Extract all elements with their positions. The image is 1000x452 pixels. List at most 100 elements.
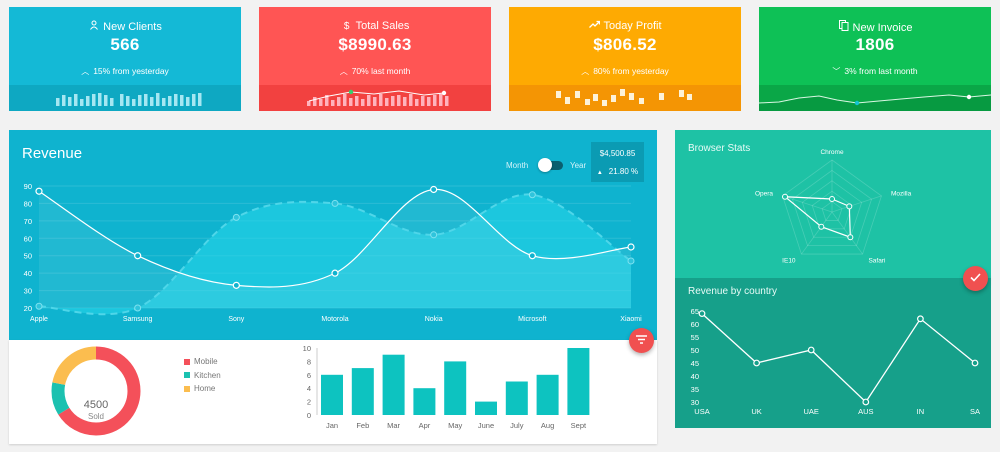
spark-bar: [427, 97, 431, 106]
sales-breakdown-panel: 0 2 4 6 8 10 Jan Feb Mar Apr May June July Aug Sept: [9, 340, 657, 444]
data-point-dashed: [35, 302, 43, 310]
y-tick-label: 45: [691, 359, 699, 368]
y-tick-label: 0: [307, 411, 311, 420]
stat-title-row: $ Total Sales: [259, 20, 491, 32]
bar: [321, 374, 343, 415]
spark-bar: [138, 95, 142, 106]
stat-title: New Clients: [103, 21, 162, 33]
radar-axis: [831, 195, 882, 213]
revenue-change: 21.80 %: [608, 167, 639, 176]
x-tick-label: Motorola: [321, 316, 348, 323]
radar-axis-label: Safari: [868, 258, 885, 265]
spark-bar: [361, 99, 365, 106]
spark-bar: [80, 99, 84, 106]
revenue-panel: 20 30 40 50 60 70 80 90 Apple Samsung Sony Motorola…: [9, 130, 657, 340]
stat-title-row: New Clients: [9, 20, 241, 33]
spark-block: [620, 89, 625, 96]
donut-slice: [51, 346, 141, 436]
revenue-by-country-chart: 30 35 40 45 50 55 60 65 USA UK UAE AUS IN SA: [691, 307, 980, 416]
data-point-dashed: [627, 257, 635, 265]
spark-bar: [68, 97, 72, 106]
x-tick-label: Apple: [30, 316, 48, 323]
bar: [475, 401, 497, 415]
bar: [567, 348, 590, 415]
y-tick-label: 30: [24, 287, 32, 296]
chevron-down-icon: ﹀: [832, 67, 841, 76]
data-point-dashed: [430, 231, 438, 239]
stat-card-today-profit[interactable]: Today Profit $806.52 ︿ 80% from yesterday: [509, 7, 741, 111]
y-tick-label: 50: [691, 346, 699, 355]
sparkline-band: [509, 85, 741, 111]
spark-block: [602, 100, 607, 106]
bar: [444, 361, 467, 415]
spark-bar: [355, 96, 359, 106]
toggle-label-month[interactable]: Month: [506, 161, 529, 170]
chevron-up-icon: ︿: [81, 67, 90, 76]
spark-bar: [62, 95, 66, 106]
revenue-by-country-panel: Revenue by country 30 35 40 45 50 55 60 65 USA UK…: [675, 278, 991, 428]
spark-bar: [56, 98, 60, 106]
y-tick-label: 70: [24, 217, 32, 226]
radar-grid-ring: [801, 180, 863, 238]
stat-card-new-invoice[interactable]: New Invoice 1806 ﹀ 3% from last month: [759, 7, 991, 111]
x-tick-label: Sept: [571, 421, 587, 430]
y-tick-label: 55: [691, 333, 699, 342]
stat-title: New Invoice: [852, 22, 913, 34]
spark-bar: [156, 93, 160, 106]
data-point: [862, 398, 870, 406]
legend-swatch: [184, 358, 190, 365]
spark-bar: [397, 95, 401, 106]
stat-card-new-clients[interactable]: New Clients 566 ︿ 15% from yesterday: [9, 7, 241, 111]
data-point-solid: [528, 252, 536, 260]
x-tick-label: Aug: [541, 421, 554, 430]
spark-bar: [168, 96, 172, 106]
radar-grid-ring: [821, 201, 843, 221]
spark-bar: [307, 101, 311, 106]
legend-swatch: [184, 385, 190, 392]
spark-bar: [104, 95, 108, 106]
x-tick-label: SA: [970, 407, 980, 416]
sparkline-band: [9, 85, 241, 111]
series-area-solid: [39, 189, 631, 308]
x-tick-label: May: [448, 421, 462, 430]
x-tick-label: AUS: [858, 407, 873, 416]
stat-subtext-row: ︿ 70% last month: [259, 66, 491, 77]
legend-item: Home: [184, 382, 221, 396]
sparkline-chart: [759, 85, 991, 111]
spark-bar: [367, 95, 371, 106]
legend-label: Mobile: [194, 357, 218, 367]
toggle-label-year[interactable]: Year: [570, 161, 587, 170]
stat-title: Total Sales: [355, 20, 410, 32]
data-point: [807, 346, 815, 354]
filter-icon: [636, 333, 647, 347]
radar-axis: [782, 195, 833, 213]
spark-line: [759, 94, 991, 104]
y-tick-label: 90: [24, 182, 32, 191]
stat-value: 1806: [855, 35, 895, 54]
spark-bar: [415, 99, 419, 106]
y-tick-label: 30: [691, 398, 699, 407]
trending-up-icon: [588, 20, 601, 32]
chevron-up-icon: ︿: [339, 67, 348, 76]
spark-bar: [391, 96, 395, 106]
x-tick-label: Feb: [356, 421, 369, 430]
stat-card-total-sales[interactable]: $ Total Sales $8990.63 ︿ 70% last month: [259, 7, 491, 111]
stat-subtext: 70% last month: [351, 66, 411, 76]
confirm-button[interactable]: [963, 266, 988, 291]
spark-block: [679, 90, 684, 97]
data-point-solid: [627, 243, 635, 251]
spark-bar: [192, 94, 196, 106]
legend-label: Home: [194, 384, 216, 394]
data-point: [753, 359, 760, 367]
series-area-dashed: [39, 194, 631, 315]
filter-button[interactable]: [629, 328, 654, 353]
revenue-change-row: ▲ 21.80 %: [591, 167, 644, 176]
spark-bar: [162, 98, 166, 106]
spark-bar: [86, 96, 90, 106]
radar-point: [782, 193, 789, 200]
x-tick-label: UAE: [803, 407, 818, 416]
data-point-solid: [232, 281, 240, 289]
data-point: [916, 315, 924, 323]
period-toggle-knob[interactable]: [538, 158, 552, 172]
donut-total-label: Sold: [87, 412, 104, 421]
